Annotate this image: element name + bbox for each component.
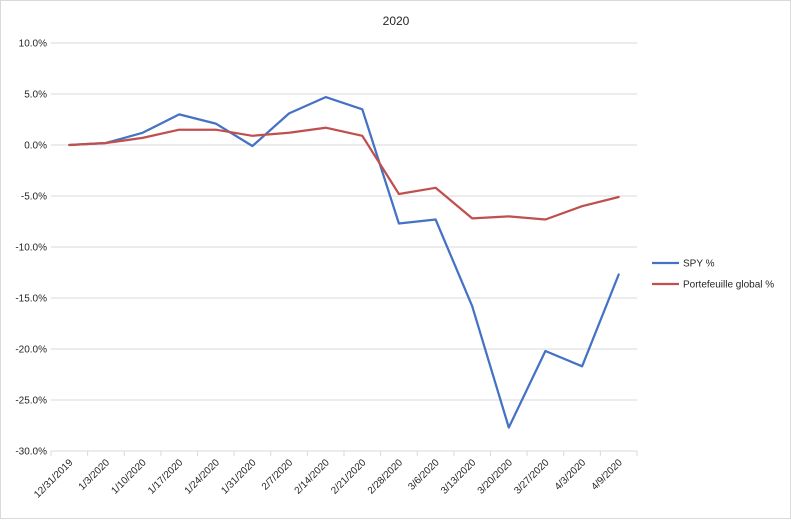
x-tick-label: 4/3/2020: [553, 457, 589, 493]
x-tick-label: 1/17/2020: [146, 457, 186, 497]
y-tick-label: -30.0%: [15, 447, 47, 458]
x-tick-label: 12/31/2019: [32, 457, 75, 500]
legend-label: SPY %: [683, 259, 715, 270]
x-tick-label: 3/20/2020: [476, 457, 516, 497]
x-tick-label: 2/28/2020: [366, 457, 406, 497]
x-tick-label: 4/9/2020: [589, 457, 625, 493]
y-tick-label: 0.0%: [24, 141, 47, 152]
x-tick-label: 1/24/2020: [183, 457, 223, 497]
y-tick-label: -5.0%: [21, 192, 47, 203]
y-tick-label: 10.0%: [19, 39, 47, 50]
series-line: [68, 126, 620, 221]
x-tick-label: 3/6/2020: [406, 457, 442, 493]
y-tick-label: 5.0%: [24, 90, 47, 101]
x-tick-label: 2/21/2020: [329, 457, 369, 497]
chart-title: 2020: [383, 14, 410, 28]
y-axis-ticks: 10.0% 5.0% 0.0% -5.0% -10.0% -15.0% -20.0% -25.…: [15, 39, 47, 458]
x-tick-label: 1/3/2020: [77, 457, 113, 493]
y-tick-label: -10.0%: [15, 243, 47, 254]
x-tick-label: 1/31/2020: [219, 457, 259, 497]
series-lines: [68, 95, 620, 429]
legend: SPY % Portefeuille global %: [652, 259, 774, 291]
x-tick-label: 3/27/2020: [512, 457, 552, 497]
x-tick-label: 1/10/2020: [109, 457, 149, 497]
legend-label: Portefeuille global %: [683, 280, 774, 291]
x-tick-label: 3/13/2020: [439, 457, 479, 497]
x-tick-label: 2/7/2020: [260, 457, 296, 493]
y-tick-label: -15.0%: [15, 294, 47, 305]
series-line: [68, 95, 620, 429]
x-axis-ticks: 12/31/2019 1/3/20201/10/20201/17/20201/24…: [32, 451, 638, 501]
x-tick-label: 2/14/2020: [293, 457, 333, 497]
y-tick-label: -20.0%: [15, 345, 47, 356]
y-tick-label: -25.0%: [15, 396, 47, 407]
